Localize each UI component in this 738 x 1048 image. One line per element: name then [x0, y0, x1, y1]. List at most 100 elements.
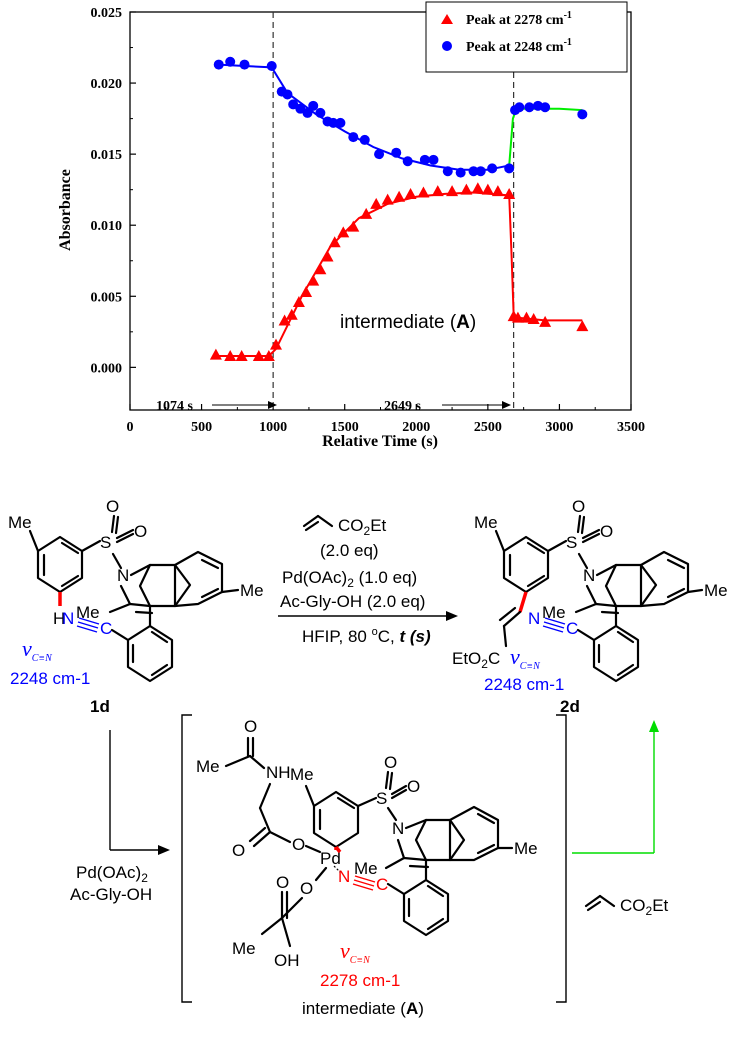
methyl-2d: Me [474, 513, 498, 532]
methyl-2d-2: Me [542, 603, 566, 622]
nitrogen-1d: N [117, 566, 129, 585]
legend: Peak at 2278 cm-1 Peak at 2248 cm-1 [425, 1, 628, 73]
methyl-int-acyl: Me [196, 757, 220, 776]
reagent-acrylate-eq: (2.0 eq) [320, 541, 379, 560]
reaction-scheme: Me H S O O N Me Me [8, 497, 728, 1018]
side-acrylate: CO2Et [620, 896, 669, 918]
y-tick-label: 0.000 [91, 361, 123, 376]
data-point-triangle [431, 185, 444, 197]
x-tick-label: 3500 [617, 420, 645, 435]
intermediate-A: O Me NH O O Pd Me S [181, 714, 567, 1018]
y-tick-label: 0.005 [91, 290, 123, 305]
data-point-triangle [539, 315, 552, 327]
carbon-2d-cn: C [566, 619, 578, 638]
data-point-circle [577, 109, 588, 120]
legend-entry-2278: Peak at 2278 cm-1 [466, 10, 572, 28]
data-point-circle [540, 102, 551, 113]
side-path: Pd(OAc)2 Ac-Gly-OH CO2Et [70, 720, 669, 918]
hydrogen-1d: H [53, 609, 65, 628]
oxygen-int-acetate: O [300, 879, 313, 898]
oxygen-int-acetate-co: O [276, 873, 289, 892]
data-point-circle [514, 102, 525, 113]
data-point-triangle [314, 263, 327, 275]
methyl-int: Me [290, 765, 314, 784]
data-point-circle [374, 149, 385, 160]
data-point-triangle [360, 207, 373, 219]
data-point-triangle [278, 314, 291, 326]
data-point-circle [402, 156, 413, 167]
data-point-circle [213, 59, 224, 70]
oxygen-2d-b: O [600, 522, 613, 541]
compound-2d: Me S O O N Me Me [452, 497, 728, 716]
fit-line [218, 63, 510, 171]
data-point-triangle [511, 311, 524, 323]
x-tick-label: 2500 [474, 420, 502, 435]
oxygen-1d-b: O [134, 522, 147, 541]
x-tick-label: 2000 [402, 420, 430, 435]
data-point-circle [225, 56, 236, 67]
data-point-triangle [209, 348, 222, 360]
data-point-triangle [527, 313, 540, 325]
data-point-circle [282, 89, 293, 100]
data-point-circle [468, 166, 479, 177]
nitrogen-int: N [392, 819, 404, 838]
methyl-2d-indole: Me [704, 581, 728, 600]
y-tick-label: 0.020 [91, 77, 123, 92]
data-point-circle [504, 163, 515, 174]
data-point-circle [524, 102, 535, 113]
oh-int: OH [274, 951, 300, 970]
reagent-acrylate: CO2Et [338, 516, 387, 538]
data-point-triangle [491, 185, 504, 197]
label-intermediate: intermediate (A) [302, 999, 424, 1018]
reagent-conditions: HFIP, 80 oC, t (s) [302, 626, 431, 646]
wavenumber-2d: 2248 cm-1 [484, 675, 564, 694]
data-point-triangle [235, 349, 248, 361]
time-annotations: 1074 s 2649 s intermediate (A) [156, 312, 511, 414]
data-point-triangle [321, 250, 334, 262]
carbon-int-cn: C [376, 875, 388, 894]
data-point-circle [308, 100, 319, 111]
data-point-circle [315, 107, 326, 118]
side-pd: Pd(OAc)2 [76, 863, 148, 885]
nu-2d: νC≡N [510, 644, 541, 672]
data-point-triangle [520, 311, 533, 323]
ester-2d: EtO2C [452, 649, 500, 671]
data-point-circle [419, 154, 430, 165]
palladium-int: Pd [320, 849, 341, 868]
x-tick-label: 1500 [331, 420, 359, 435]
data-point-triangle [337, 226, 350, 238]
y-axis-label: Absorbance [57, 169, 74, 251]
y-tick-label: 0.025 [91, 6, 123, 21]
oxygen-int-a: O [384, 753, 397, 772]
data-point-circle [239, 59, 250, 70]
y-tick-label: 0.010 [91, 219, 123, 234]
carbon-1d-cn: C [100, 619, 112, 638]
oxygen-int-carbonyl: O [232, 841, 245, 860]
x-axis-label: Relative Time (s) [322, 433, 438, 450]
methyl-1d-2: Me [76, 603, 100, 622]
data-point-circle [391, 147, 402, 158]
data-point-circle [348, 132, 359, 143]
data-point-circle [359, 134, 370, 145]
reagent-pd: Pd(OAc)2 (1.0 eq) [282, 568, 417, 590]
reagent-ligand: Ac-Gly-OH (2.0 eq) [280, 592, 425, 611]
methyl-1d: Me [8, 513, 32, 532]
axis-ticks [129, 11, 632, 410]
data-point-triangle [471, 182, 484, 194]
data-point-triangle [370, 197, 383, 209]
data-point-circle [328, 117, 339, 128]
methyl-int-indole: Me [514, 839, 538, 858]
data-point-circle [266, 61, 277, 72]
data-point-triangle [300, 286, 313, 298]
absorbance-chart: 0 500 1000 1500 2000 2500 3000 3500 0.0000.0050… [57, 1, 645, 450]
legend-marker-circle [442, 41, 452, 51]
fit-line [508, 195, 583, 322]
nu-int: νC≡N [340, 938, 371, 966]
data-point-circle [428, 154, 439, 165]
x-tick-label: 3000 [545, 420, 573, 435]
data-point-circle [487, 163, 498, 174]
label-2d: 2d [560, 697, 580, 716]
sulfur-int: S [376, 789, 387, 808]
methyl-int-acetate: Me [232, 939, 256, 958]
data-point-triangle [285, 308, 298, 320]
